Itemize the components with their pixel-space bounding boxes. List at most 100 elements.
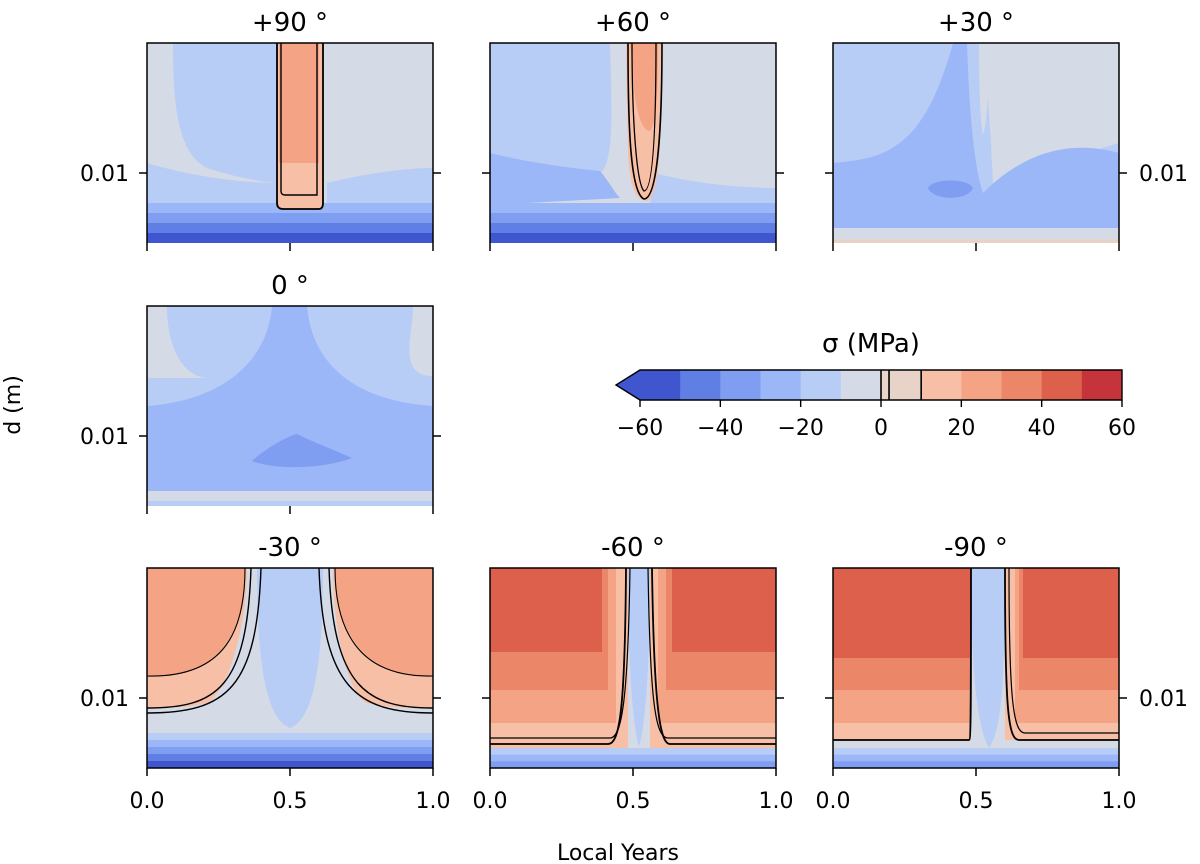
panel: 0 ° 0.01 <box>80 271 441 514</box>
colorbar-segment <box>760 370 802 400</box>
colorbar-label: σ (MPa) <box>822 329 920 359</box>
x-tick-label: 0.0 <box>473 789 508 814</box>
panel: +60 ° <box>482 8 784 251</box>
depth-band <box>147 213 433 224</box>
y-tick-label: 0.01 <box>1139 162 1188 187</box>
colorbar-tick-label: 40 <box>1028 416 1056 441</box>
x-tick-label: 0.5 <box>616 789 651 814</box>
contour-region <box>1023 568 1119 658</box>
axes-frame <box>146 305 434 506</box>
panel-title: -30 ° <box>258 533 322 563</box>
depth-band <box>833 748 1119 756</box>
depth-band <box>147 740 433 748</box>
depth-band <box>490 748 776 756</box>
panel-title: +30 ° <box>938 8 1014 38</box>
contour-line <box>627 43 663 200</box>
panel: -60 ° 0.0 0.5 1.0 <box>473 533 794 814</box>
y-tick-label: 0.01 <box>80 162 129 187</box>
axes-frame <box>489 42 777 243</box>
contour-region <box>279 43 319 163</box>
depth-band <box>833 754 1119 762</box>
y-tick-label: 0.01 <box>1139 687 1188 712</box>
axes-frame <box>832 42 1120 243</box>
contour-line <box>328 568 433 709</box>
panel: +90 ° 0.01 <box>80 8 441 251</box>
contour-region <box>147 306 207 378</box>
contour-line <box>651 568 776 745</box>
colorbar-segment <box>921 370 962 400</box>
depth-band <box>147 223 433 234</box>
contour-region <box>327 168 433 211</box>
contour-line <box>647 568 776 739</box>
panel: +30 ° 0.01 <box>825 8 1188 251</box>
contour-region <box>147 568 245 677</box>
contour-region <box>257 568 323 728</box>
colorbar-tick-label: 0 <box>874 416 888 441</box>
colorbar-tick-label: −40 <box>697 416 743 441</box>
colorbar-tick-label: −60 <box>617 416 663 441</box>
depth-band <box>490 233 776 243</box>
colorbar-segment <box>720 370 761 400</box>
colorbar-segment <box>1001 370 1043 400</box>
contour-line <box>631 43 657 192</box>
contour-region <box>979 43 989 135</box>
depth-band <box>490 761 776 768</box>
colorbar-segment <box>640 370 681 400</box>
colorbar-segment <box>680 370 721 400</box>
depth-band <box>490 203 776 214</box>
x-tick-label: 1.0 <box>1102 789 1137 814</box>
colorbar-tick-label: −20 <box>777 416 823 441</box>
contour-region <box>490 568 602 652</box>
axis-labels-layer: Local Years d (m) <box>1 375 679 864</box>
y-tick-label: 0.01 <box>80 425 129 450</box>
contour-field <box>147 568 433 768</box>
panel-title: -90 ° <box>944 533 1008 563</box>
x-axis-label: Local Years <box>557 841 679 864</box>
contour-region <box>971 568 1005 748</box>
depth-band <box>147 761 433 768</box>
contour-field <box>490 43 776 243</box>
contour-region <box>147 306 433 491</box>
contour-field <box>833 568 1119 768</box>
panel-title: +60 ° <box>595 8 671 38</box>
contour-region <box>628 568 650 746</box>
depth-band <box>833 761 1119 768</box>
contour-line <box>1008 568 1119 734</box>
contour-region <box>490 43 612 195</box>
panels-layer: +90 °0.01+60 ° +30 °0.010 °0.01-30 °0.010… <box>80 8 1188 814</box>
contour-region <box>490 153 620 205</box>
colorbar-segment <box>1081 370 1123 400</box>
colorbar-tick-label: 20 <box>947 416 975 441</box>
contour-region <box>672 568 776 652</box>
contour-line <box>318 568 433 714</box>
axes-frame <box>146 42 434 243</box>
contour-region <box>335 568 433 677</box>
depth-band <box>147 733 433 741</box>
depth-band <box>147 747 433 755</box>
x-tick-label: 0.5 <box>273 789 308 814</box>
contour-region <box>833 568 971 658</box>
contour-line <box>147 568 246 677</box>
contour-line <box>147 568 262 714</box>
contour-field <box>147 43 433 243</box>
contour-line <box>833 568 972 741</box>
panel: -90 ° 0.01 0.0 0.5 1.0 <box>816 533 1188 814</box>
contour-line <box>280 43 318 196</box>
depth-band <box>147 501 433 506</box>
colorbar-segment <box>889 370 922 400</box>
y-tick-label: 0.01 <box>80 687 129 712</box>
contour-region <box>327 43 433 183</box>
contour-region <box>147 43 281 183</box>
depth-band <box>490 754 776 762</box>
contour-region <box>409 306 433 376</box>
contour-region <box>833 43 1119 228</box>
contour-field <box>147 306 433 506</box>
depth-band <box>147 233 433 243</box>
contour-region <box>147 163 281 211</box>
contour-line <box>1004 568 1119 741</box>
panel-title: 0 ° <box>271 271 309 301</box>
x-tick-label: 0.0 <box>130 789 165 814</box>
x-tick-label: 1.0 <box>759 789 794 814</box>
colorbar: −60 −40 −20 0 20 40 60 σ (MPa) <box>614 329 1136 441</box>
colorbar-segment <box>961 370 1002 400</box>
